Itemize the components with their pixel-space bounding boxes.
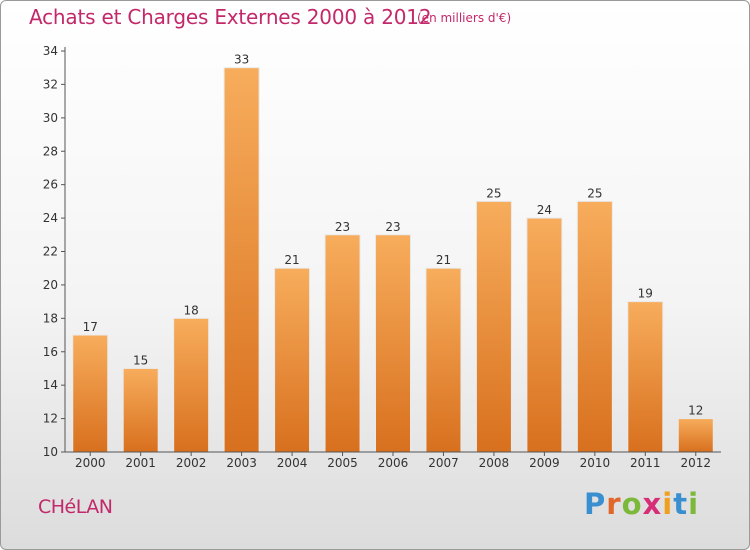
data-label: 24 — [537, 203, 552, 217]
bar — [173, 317, 210, 453]
x-tick-label: 2007 — [428, 456, 459, 470]
bar — [72, 334, 109, 453]
x-tick-label: 2010 — [580, 456, 611, 470]
x-tick-label: 2003 — [226, 456, 257, 470]
y-tick-label: 26 — [43, 178, 58, 192]
data-label: 23 — [385, 220, 400, 234]
y-tick-label: 16 — [43, 345, 58, 359]
bar — [475, 200, 512, 453]
logo-letter: o — [621, 487, 643, 521]
y-tick-label: 24 — [43, 211, 58, 225]
y-tick-label: 30 — [43, 111, 58, 125]
data-label: 18 — [184, 303, 199, 317]
commune-name: CHéLAN — [38, 496, 113, 518]
bars: 17 15 18 33 21 23 23 21 25 24 25 19 12 — [72, 53, 714, 453]
bar — [526, 217, 563, 453]
x-tick-label: 2005 — [327, 456, 358, 470]
data-label: 21 — [436, 253, 451, 267]
y-tick-label: 18 — [43, 311, 58, 325]
y-tick-label: 10 — [43, 445, 58, 459]
bar — [627, 301, 664, 453]
bar — [576, 200, 613, 453]
x-tick-label: 2011 — [630, 456, 661, 470]
chart-title: Achats et Charges Externes 2000 à 2012 — [29, 5, 432, 29]
logo-letter: P — [584, 487, 607, 521]
logo-letter: i — [688, 487, 700, 521]
y-tick-label: 32 — [43, 77, 58, 91]
x-tick-label: 2006 — [378, 456, 409, 470]
x-tick-label: 2009 — [529, 456, 560, 470]
bar — [122, 367, 159, 453]
x-tick-label: 2012 — [680, 456, 711, 470]
x-tick-label: 2000 — [75, 456, 106, 470]
data-label: 12 — [688, 404, 703, 418]
data-label: 17 — [83, 320, 98, 334]
bar — [375, 234, 411, 453]
x-tick-label: 2002 — [176, 456, 207, 470]
y-tick-label: 28 — [43, 144, 58, 158]
data-label: 25 — [587, 186, 602, 200]
y-axis: 10 12 14 16 18 20 22 24 26 28 30 32 34 — [43, 44, 66, 459]
bar — [425, 267, 462, 453]
logo-letter: i — [662, 487, 674, 521]
x-axis: 2000 2001 2002 2003 2004 2005 2006 2007 2008 2009… — [65, 451, 721, 470]
chart-subtitle: (en milliers d'€) — [417, 11, 512, 25]
y-tick-label: 14 — [43, 378, 58, 392]
y-tick-label: 12 — [43, 412, 58, 426]
y-tick-label: 34 — [43, 44, 58, 58]
data-label: 15 — [133, 353, 148, 367]
data-label: 19 — [638, 287, 653, 301]
data-label: 33 — [234, 53, 249, 67]
x-tick-label: 2008 — [479, 456, 510, 470]
proxiti-logo: Proxiti — [584, 487, 699, 521]
y-tick-label: 20 — [43, 278, 58, 292]
data-label: 23 — [335, 220, 350, 234]
data-label: 21 — [284, 253, 299, 267]
logo-letter: t — [673, 487, 689, 521]
bar — [223, 67, 260, 453]
logo-letter: x — [642, 487, 663, 521]
y-tick-label: 22 — [43, 245, 58, 259]
data-label: 25 — [486, 186, 501, 200]
logo-letter: r — [606, 487, 622, 521]
bar — [324, 234, 361, 453]
bar — [677, 418, 714, 453]
bar — [274, 267, 311, 453]
x-tick-label: 2001 — [125, 456, 156, 470]
x-tick-label: 2004 — [277, 456, 308, 470]
